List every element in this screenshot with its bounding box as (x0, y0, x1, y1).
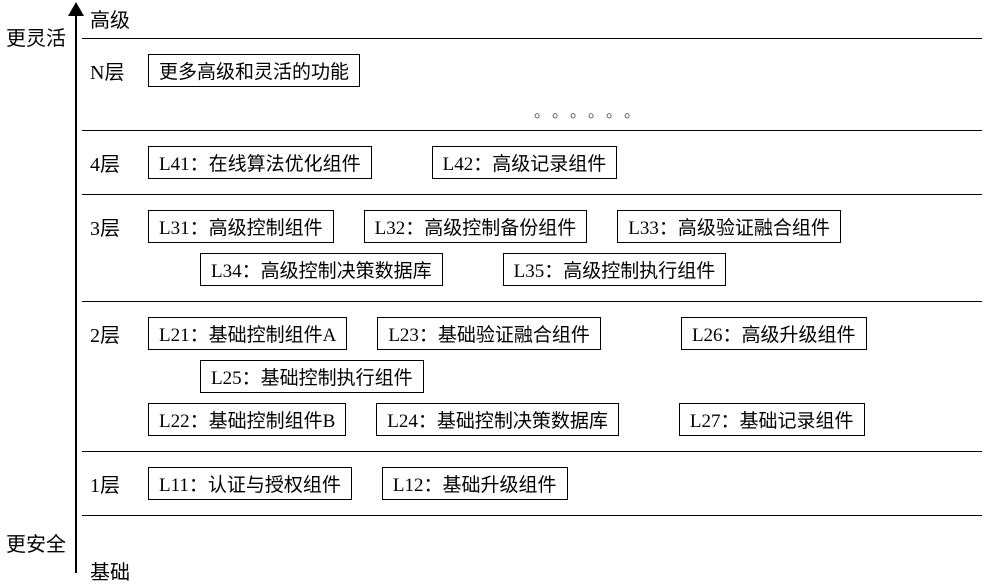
layer: 3层 L31：高级控制组件 L32：高级控制备份组件 L33：高级验证融合组件 L34：… (82, 194, 982, 301)
layer: 1层 L11：认证与授权组件 L12：基础升级组件 (82, 451, 982, 516)
arrow-up-icon (68, 2, 84, 16)
layer-name: 4层 (90, 148, 134, 177)
side-bottom-label: 更安全 (6, 528, 66, 557)
component-box: L25：基础控制执行组件 (200, 360, 424, 393)
layer-name: N层 (90, 56, 134, 85)
layer: 2层 L21：基础控制组件A L23：基础验证融合组件 L26：高级升级组件 L25：基… (82, 301, 982, 451)
layer-row: 3层 L31：高级控制组件 L32：高级控制备份组件 L33：高级验证融合组件 (90, 207, 974, 246)
component-box: L41：在线算法优化组件 (148, 146, 372, 179)
layer-row: 2层 L21：基础控制组件A L23：基础验证融合组件 L26：高级升级组件 (90, 314, 974, 353)
component-box: 更多高级和灵活的功能 (148, 54, 360, 87)
side-top-label: 更灵活 (6, 22, 66, 51)
component-box: L11：认证与授权组件 (148, 467, 352, 500)
layer-name: 3层 (90, 212, 134, 241)
component-box: L27：基础记录组件 (679, 403, 865, 436)
component-box: L31：高级控制组件 (148, 210, 334, 243)
component-box: L21：基础控制组件A (148, 317, 347, 350)
layer-row: L25：基础控制执行组件 (90, 357, 974, 396)
component-box: L12：基础升级组件 (382, 467, 568, 500)
layer-row: N层更多高级和灵活的功能 (90, 51, 974, 90)
component-box: L23：基础验证融合组件 (377, 317, 601, 350)
component-box: L34：高级控制决策数据库 (200, 253, 443, 286)
component-box: L32：高级控制备份组件 (364, 210, 588, 243)
component-box: L33：高级验证融合组件 (617, 210, 841, 243)
layer: 4层 L41：在线算法优化组件 L42：高级记录组件 (82, 130, 982, 194)
component-box: L24：基础控制决策数据库 (376, 403, 619, 436)
diagram-canvas: 高级 基础 更灵活 更安全 N层更多高级和灵活的功能。。。。。。4层L41：在线… (0, 0, 1000, 585)
component-box: L35：高级控制执行组件 (503, 253, 727, 286)
y-axis-line (75, 10, 77, 573)
component-box: L22：基础控制组件B (148, 403, 346, 436)
component-box: L26：高级升级组件 (681, 317, 867, 350)
layer-name: 2层 (90, 319, 134, 348)
component-box: L42：高级记录组件 (432, 146, 618, 179)
layer: N层更多高级和灵活的功能。。。。。。 (82, 38, 982, 130)
layer-row: 4层 L41：在线算法优化组件 L42：高级记录组件 (90, 143, 974, 182)
ellipsis: 。。。。。。 (210, 94, 974, 122)
layer-area: N层更多高级和灵活的功能。。。。。。 4层 L41：在线算法优化组件 L42：高级记录… (82, 38, 982, 563)
layer-row: L34：高级控制决策数据库 L35：高级控制执行组件 (90, 250, 974, 289)
axis-top-label: 高级 (90, 4, 130, 33)
layer-row: 1层 L11：认证与授权组件 L12：基础升级组件 (90, 464, 974, 503)
layer-row: L22：基础控制组件B L24：基础控制决策数据库 L27：基础记录组件 (90, 400, 974, 439)
layer-name: 1层 (90, 469, 134, 498)
layer-name-spacer (90, 408, 134, 431)
